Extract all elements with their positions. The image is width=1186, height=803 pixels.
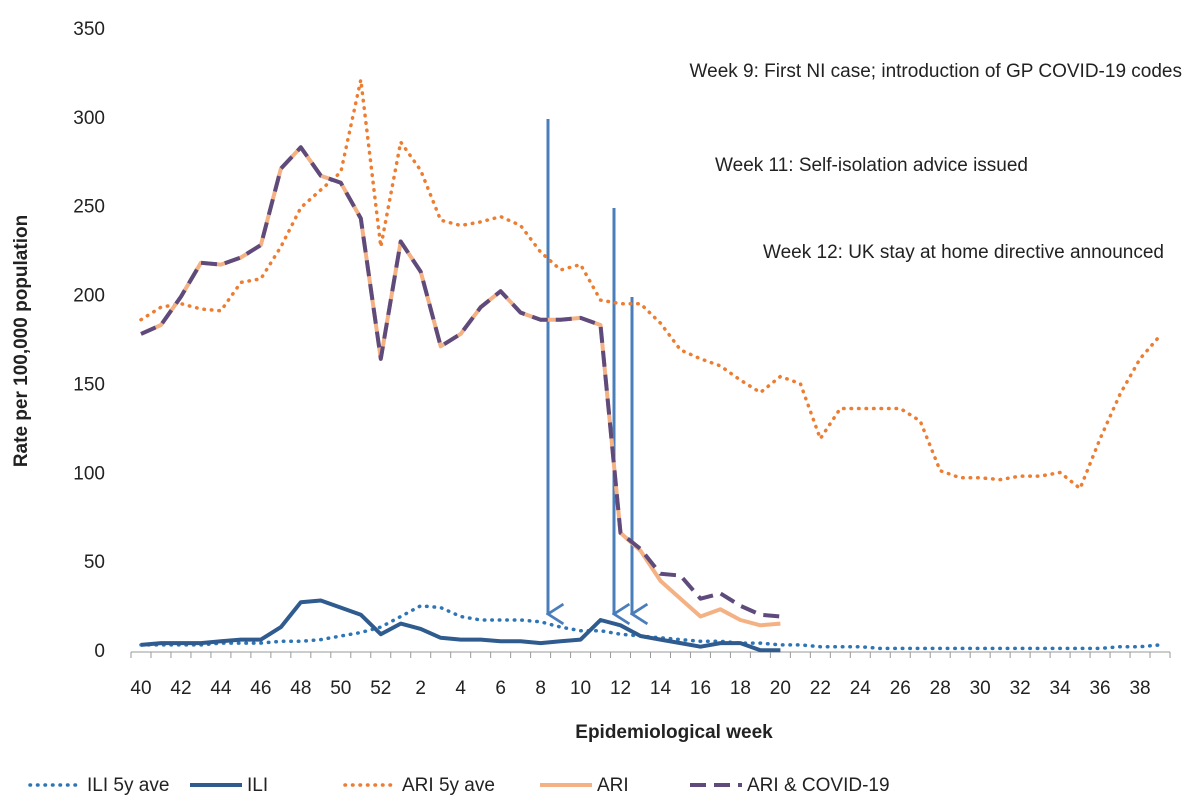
y-tick-label: 300 xyxy=(73,108,105,129)
x-tick-label: 46 xyxy=(250,678,271,699)
x-tick-label: 12 xyxy=(610,678,631,699)
legend-item: ILI 5y ave xyxy=(28,775,169,796)
x-tick-label: 18 xyxy=(730,678,751,699)
y-tick-label: 350 xyxy=(73,19,105,40)
line-series xyxy=(140,145,781,619)
line-series xyxy=(140,598,781,653)
legend-label: ARI 5y ave xyxy=(402,775,495,796)
y-tick-label: 100 xyxy=(73,463,105,484)
legend-label: ILI xyxy=(247,775,268,796)
annotation: Week 9: First NI case; introduction of G… xyxy=(690,61,1182,82)
y-tick-label: 200 xyxy=(73,286,105,307)
x-tick-label: 26 xyxy=(890,678,911,699)
legend-label: ARI & COVID-19 xyxy=(747,775,890,796)
line-series xyxy=(139,78,1162,491)
annotation: Week 12: UK stay at home directive annou… xyxy=(763,242,1164,263)
x-tick-label: 48 xyxy=(290,678,311,699)
legend-item: ARI xyxy=(540,775,629,796)
x-axis-label: Epidemiological week xyxy=(575,722,773,743)
x-tick-label: 42 xyxy=(170,678,191,699)
x-tick-label: 24 xyxy=(850,678,872,699)
y-tick-label: 0 xyxy=(94,641,105,662)
legend-item: ILI xyxy=(190,775,268,796)
x-tick-label: 2 xyxy=(415,678,426,699)
x-tick-label: 28 xyxy=(930,678,951,699)
x-tick-label: 20 xyxy=(770,678,791,699)
y-tick-label: 50 xyxy=(84,552,105,573)
x-tick-label: 8 xyxy=(535,678,546,699)
x-tick-label: 6 xyxy=(495,678,506,699)
y-axis-label: Rate per 100,000 population xyxy=(11,215,32,467)
x-tick-label: 40 xyxy=(130,678,151,699)
x-tick-label: 52 xyxy=(370,678,391,699)
legend-label: ARI xyxy=(597,775,629,796)
y-tick-label: 150 xyxy=(73,374,105,395)
x-tick-label: 32 xyxy=(1010,678,1031,699)
x-tick-label: 34 xyxy=(1050,678,1072,699)
x-tick-label: 22 xyxy=(810,678,831,699)
legend-item: ARI & COVID-19 xyxy=(690,775,890,796)
x-tick-label: 50 xyxy=(330,678,351,699)
annotation: Week 11: Self-isolation advice issued xyxy=(715,155,1028,176)
legend-label: ILI 5y ave xyxy=(87,775,169,796)
legend-item: ARI 5y ave xyxy=(343,775,495,796)
x-tick-label: 14 xyxy=(650,678,672,699)
y-tick-label: 250 xyxy=(73,197,105,218)
line-series xyxy=(140,145,781,628)
x-tick-label: 38 xyxy=(1129,678,1150,699)
x-tick-label: 4 xyxy=(455,678,466,699)
x-tick-label: 44 xyxy=(210,678,232,699)
x-tick-label: 16 xyxy=(690,678,711,699)
x-tick-label: 10 xyxy=(570,678,591,699)
x-tick-label: 30 xyxy=(970,678,991,699)
x-tick-label: 36 xyxy=(1089,678,1110,699)
